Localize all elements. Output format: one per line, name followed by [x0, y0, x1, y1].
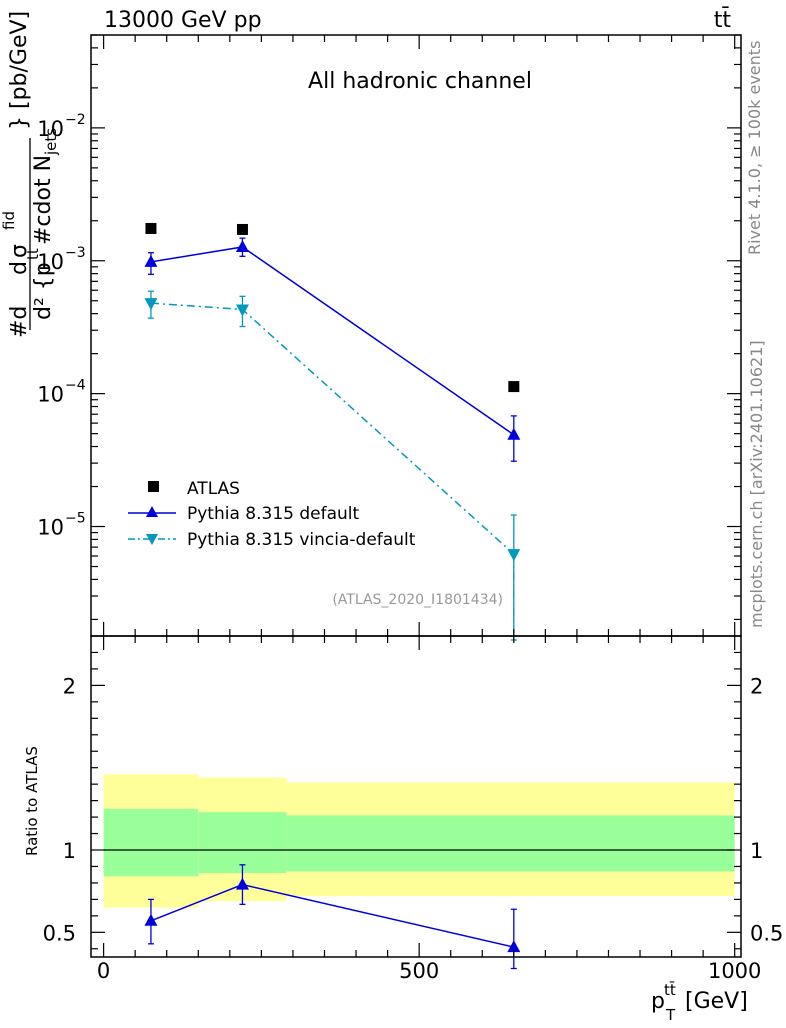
legend-default-label: Pythia 8.315 default	[187, 504, 360, 524]
ratio-panel: 0.5 0.5 1 1 2 2 0 500 1000 Ratio to ATLAS p T tt…	[23, 635, 783, 1024]
pythia-vincia-point	[235, 304, 249, 317]
ratio-point	[235, 877, 249, 890]
atlas-point	[236, 223, 248, 235]
ylabel-den-cdot: #cdot N	[31, 155, 56, 245]
mcplots-label: mcplots.cern.ch [arXiv:2401.10621]	[747, 340, 766, 628]
main-ylabel: #d d σ fid d² {p tt̄ #cdot N jets } [pb/…	[0, 11, 60, 338]
xtick-label: 0	[97, 959, 110, 983]
ylabel-denominator: d² {p	[31, 262, 56, 320]
ratio-ytick-label-right: 0.5	[750, 921, 783, 945]
xtick-label: 1000	[708, 959, 761, 983]
ratio-ytick-label-left: 0.5	[43, 921, 76, 945]
main-panel: 10−210−310−410−5 All hadronic channel (A…	[0, 11, 742, 641]
main-ytick-label: 10	[37, 516, 64, 540]
ylabel-hash-d: #d	[7, 306, 32, 338]
uncertainty-band-green	[103, 808, 199, 877]
legend-vincia-marker	[146, 534, 158, 545]
xtick-label: 500	[399, 959, 439, 983]
main-ytick-exponent: −4	[65, 378, 86, 394]
legend: ATLAS Pythia 8.315 default Pythia 8.315 …	[128, 479, 416, 550]
ylabel-units: } [pb/GeV]	[7, 11, 32, 130]
analysis-tag: (ATLAS_2020_I1801434)	[332, 592, 503, 608]
ratio-frame	[90, 635, 742, 958]
ylabel-den-sup: tt̄	[23, 248, 42, 260]
legend-default-marker	[146, 506, 158, 517]
pythia-default-point	[507, 427, 521, 440]
ratio-ytick-label-left: 2	[63, 674, 76, 698]
ratio-ytick-label-left: 1	[63, 839, 76, 863]
ratio-ytick-label-right: 1	[750, 839, 763, 863]
atlas-point	[145, 222, 157, 234]
main-ytick-label: 10	[37, 383, 64, 407]
header-process: tt̄	[714, 7, 732, 33]
xlabel-sub: T	[665, 1006, 676, 1024]
main-ytick-label: 10	[37, 117, 64, 141]
xlabel: p T tt̄ [GeV]	[651, 980, 748, 1024]
xlabel-sup: tt̄	[664, 980, 676, 999]
pythia-default-point	[235, 239, 249, 252]
main-ytick-exponent: −2	[65, 112, 86, 128]
main-ytick-exponent: −5	[65, 511, 86, 527]
xlabel-unit: [GeV]	[685, 989, 748, 1014]
legend-vincia-label: Pythia 8.315 vincia-default	[187, 530, 416, 550]
ratio-ytick-label-right: 2	[750, 674, 763, 698]
legend-atlas-label: ATLAS	[187, 479, 240, 499]
xlabel-p: p	[651, 989, 665, 1014]
ylabel-sigma-sup: fid	[0, 211, 18, 230]
atlas-point	[508, 381, 520, 393]
rivet-label: Rivet 4.1.0, ≥ 100k events	[745, 41, 764, 255]
header-energy: 13000 GeV pp	[104, 8, 262, 33]
ylabel-den-sub: jets	[42, 128, 60, 156]
main-ytick-label: 10	[37, 250, 64, 274]
ratio-point	[144, 913, 158, 926]
main-title: All hadronic channel	[308, 69, 532, 94]
main-ytick-exponent: −3	[65, 245, 86, 261]
legend-atlas-marker	[148, 481, 159, 492]
uncertainty-band-green	[286, 815, 735, 872]
uncertainty-band-green	[198, 812, 287, 874]
ylabel-numerator-d: d	[7, 261, 32, 275]
pythia-default-point	[144, 254, 158, 267]
ratio-point	[507, 940, 521, 953]
pythia-vincia-point	[144, 298, 158, 311]
ylabel-sigma: σ	[7, 244, 32, 258]
ratio-ylabel: Ratio to ATLAS	[23, 746, 41, 856]
